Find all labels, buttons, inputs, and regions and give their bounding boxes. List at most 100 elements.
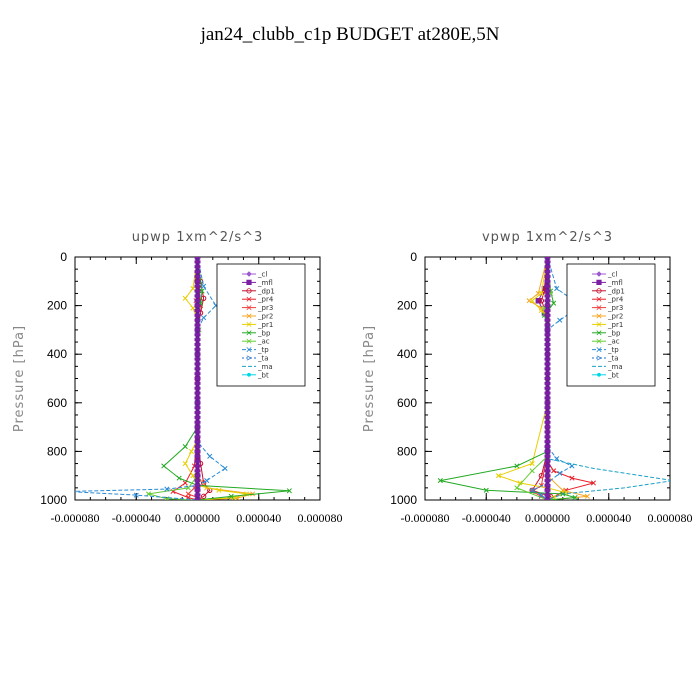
- legend-label: _ta: [257, 355, 269, 363]
- zero-profile-marker: [194, 328, 201, 332]
- zero-profile-marker: [194, 479, 201, 483]
- zero-profile-marker: [194, 474, 201, 478]
- series-line-ac: [148, 257, 200, 500]
- zero-profile-marker: [544, 406, 551, 410]
- zero-profile-marker: [544, 313, 551, 317]
- zero-profile-marker: [194, 411, 201, 415]
- zero-profile-marker: [544, 415, 551, 419]
- zero-profile-marker: [194, 372, 201, 376]
- zero-profile-marker: [194, 449, 201, 453]
- y-tick-label: 0: [410, 250, 417, 264]
- legend-label: _pr1: [257, 321, 273, 329]
- legend-marker-pr4: [596, 296, 602, 302]
- zero-profile-marker: [544, 396, 551, 400]
- legend-label: _bp: [607, 329, 621, 337]
- zero-profile-marker: [194, 352, 201, 356]
- zero-profile-marker: [544, 386, 551, 390]
- zero-profile-marker: [194, 362, 201, 366]
- legend-marker-mfl: [246, 279, 252, 285]
- zero-profile-marker: [544, 420, 551, 424]
- legend-marker-cl: [596, 271, 602, 277]
- legend-marker-bt: [247, 372, 251, 377]
- figure-title: jan24_clubb_c1p BUDGET at280E,5N: [200, 24, 500, 45]
- zero-profile-marker: [194, 406, 201, 410]
- zero-profile-marker: [544, 377, 551, 380]
- zero-profile-marker: [544, 352, 551, 356]
- zero-profile-marker: [544, 474, 551, 478]
- zero-profile-marker: [194, 367, 201, 371]
- legend-label: _cl: [257, 271, 267, 279]
- zero-profile-marker: [194, 274, 201, 278]
- zero-profile-marker: [544, 464, 551, 468]
- zero-profile-marker: [544, 284, 551, 288]
- zero-profile-marker: [544, 308, 551, 312]
- zero-profile-marker: [194, 294, 201, 298]
- zero-profile-marker: [544, 454, 551, 458]
- zero-profile-marker: [544, 391, 551, 395]
- zero-profile-marker: [194, 488, 201, 492]
- zero-profile-marker: [544, 459, 551, 463]
- panel-title: vpwp 1xm^2/s^3: [482, 230, 613, 245]
- zero-profile-marker: [194, 323, 201, 327]
- legend-label: _pr2: [257, 313, 273, 321]
- zero-profile-marker: [544, 362, 551, 366]
- chart-panel: vpwp 1xm^2/s^3 Pressure [hPa] 0 200 400 600 80…: [362, 230, 693, 525]
- legend-label: _dp1: [257, 287, 275, 295]
- zero-profile-marker: [544, 257, 551, 259]
- legend-label: _pr4: [607, 296, 624, 304]
- zero-profile-marker: [544, 440, 551, 444]
- y-tick-label: 0: [60, 250, 67, 264]
- zero-profile-marker: [194, 386, 201, 390]
- zero-profile-marker: [544, 357, 551, 361]
- zero-profile-marker: [194, 265, 201, 269]
- legend: _cl_mfl_dp1_pr4_pr3_pr2_pr1_bp_ac_tp_ta_…: [216, 263, 306, 387]
- zero-profile-marker: [194, 435, 201, 439]
- legend-marker-pr1: [246, 321, 252, 327]
- zero-profile-marker: [194, 454, 201, 458]
- legend-marker-ta: [596, 355, 603, 361]
- legend-label: _ma: [257, 363, 273, 371]
- zero-profile-marker: [194, 415, 201, 419]
- y-axis-label: Pressure [hPa]: [12, 325, 27, 432]
- zero-profile-marker: [194, 338, 201, 342]
- x-tick-label: 0.000080: [648, 511, 693, 525]
- y-tick-label: 200: [397, 299, 417, 313]
- series-markers-pr1: [495, 257, 569, 500]
- zero-profile-marker: [194, 498, 201, 500]
- zero-profile-marker: [544, 479, 551, 483]
- zero-profile-marker: [194, 347, 201, 351]
- series-group: [437, 257, 670, 500]
- x-tick-label: 0.000080: [298, 511, 343, 525]
- zero-profile-marker: [544, 299, 551, 303]
- y-tick-label: 1000: [40, 493, 67, 507]
- zero-profile-marker: [194, 333, 201, 337]
- y-tick-label: 200: [47, 299, 67, 313]
- zero-profile-marker: [544, 333, 551, 337]
- y-tick-label: 400: [397, 347, 417, 361]
- legend-marker-pr2: [246, 313, 252, 319]
- zero-profile-marker: [194, 308, 201, 312]
- legend-marker-pr4: [246, 296, 252, 302]
- zero-profile-marker: [194, 260, 201, 264]
- zero-profile-marker: [194, 289, 201, 293]
- zero-profile-marker: [544, 304, 551, 308]
- legend-marker-mfl: [596, 279, 602, 285]
- legend-label: _pr4: [257, 296, 274, 304]
- zero-profile-marker: [544, 483, 551, 487]
- legend-label: _ac: [257, 338, 270, 346]
- legend-marker-ac: [596, 338, 602, 344]
- zero-profile-marker: [544, 338, 551, 342]
- panel-title: upwp 1xm^2/s^3: [132, 230, 264, 245]
- legend-marker-bt: [597, 372, 601, 377]
- series-group: [75, 257, 292, 500]
- zero-profile-marker: [544, 289, 551, 293]
- zero-profile-marker: [544, 265, 551, 269]
- legend-marker-pr2: [596, 313, 602, 319]
- zero-profile-marker: [194, 440, 201, 444]
- zero-profile-marker: [194, 391, 201, 395]
- zero-profile-marker: [544, 498, 551, 500]
- legend-label: _tp: [257, 346, 269, 354]
- zero-profile-marker: [544, 318, 551, 322]
- legend-label: _ta: [607, 355, 619, 363]
- legend-marker-pr3: [596, 305, 602, 311]
